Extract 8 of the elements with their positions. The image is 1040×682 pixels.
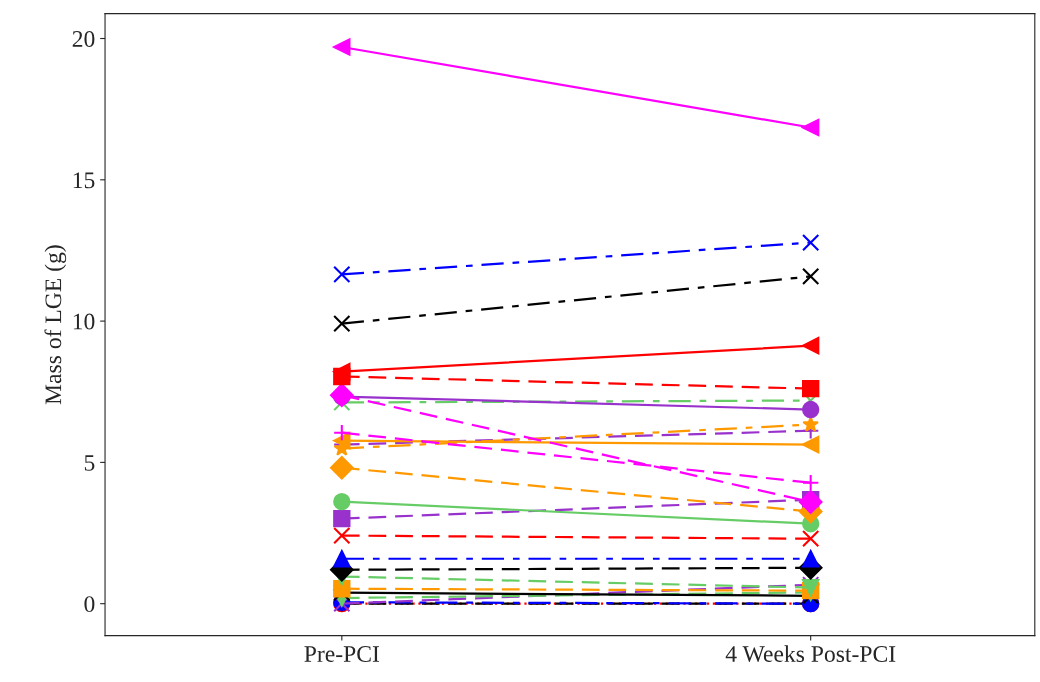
y-tick-label: 5 <box>84 455 95 471</box>
x-tick-label: Pre-PCI <box>304 646 380 662</box>
y-tick-label: 20 <box>72 31 95 47</box>
y-axis-title: Mass of LGE (g) <box>44 245 67 405</box>
y-tick-label: 10 <box>73 313 95 330</box>
y-tick-label: 0 <box>84 596 95 613</box>
x-tick-label: 4 Weeks Post-PCI <box>725 645 896 663</box>
y-tick-label: 15 <box>73 172 95 189</box>
